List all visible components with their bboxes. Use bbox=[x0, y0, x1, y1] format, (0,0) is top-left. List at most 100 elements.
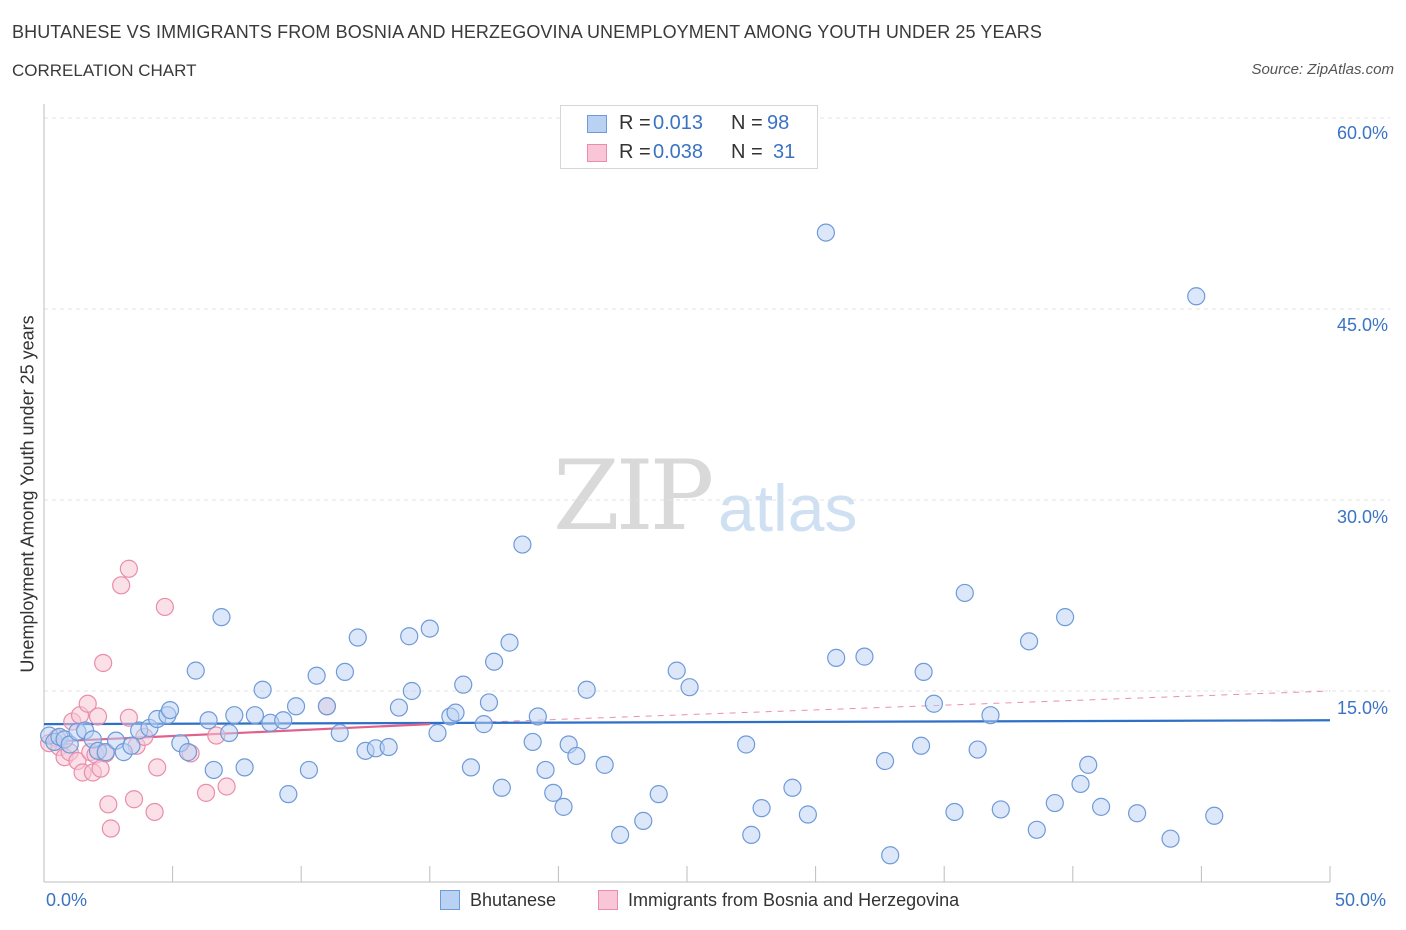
bhutanese-point bbox=[881, 846, 900, 865]
bhutanese-point bbox=[1091, 797, 1111, 816]
immigrants-point bbox=[101, 819, 120, 838]
grid-lines bbox=[44, 117, 1390, 692]
immigrants-point bbox=[124, 790, 144, 809]
bhutanese-point bbox=[279, 785, 298, 804]
legend-item-immigrants[interactable]: Immigrants from Bosnia and Herzegovina bbox=[598, 890, 959, 911]
bhutanese-point bbox=[299, 760, 319, 780]
bhutanese-point bbox=[536, 760, 555, 780]
series-bhutanese-points bbox=[40, 223, 1224, 865]
immigrants-swatch bbox=[587, 144, 607, 162]
bhutanese-point bbox=[667, 661, 686, 680]
immigrants-point bbox=[112, 576, 131, 595]
r-label: R = bbox=[619, 141, 651, 163]
r-value: 0.013 bbox=[653, 112, 704, 134]
watermark-atlas: atlas bbox=[718, 471, 858, 545]
bhutanese-point bbox=[544, 783, 563, 802]
bhutanese-point bbox=[225, 706, 244, 725]
bhutanese-point bbox=[317, 697, 337, 716]
bhutanese-point bbox=[402, 681, 421, 701]
bhutanese-point bbox=[186, 661, 205, 680]
bhutanese-point bbox=[212, 608, 231, 627]
immigrants-point bbox=[91, 759, 110, 778]
bhutanese-point bbox=[649, 785, 668, 804]
bhutanese-point bbox=[855, 647, 874, 666]
r-label: R = bbox=[619, 112, 651, 134]
bhutanese-legend-swatch bbox=[440, 890, 460, 910]
bhutanese-point bbox=[1027, 820, 1046, 839]
bhutanese-point bbox=[911, 736, 931, 755]
immigrants-point bbox=[155, 597, 174, 617]
bhutanese-point bbox=[798, 805, 817, 824]
immigrants-point bbox=[78, 694, 97, 713]
bhutanese-point bbox=[783, 778, 802, 797]
x-tick-label-max: 50.0% bbox=[1335, 890, 1387, 910]
immigrants-trend-extension bbox=[429, 690, 1331, 725]
bhutanese-point bbox=[330, 723, 349, 743]
bhutanese-point bbox=[1079, 755, 1098, 774]
bhutanese-point bbox=[945, 802, 964, 822]
r-value: 0.038 bbox=[653, 141, 704, 163]
bhutanese-point bbox=[454, 675, 473, 694]
bhutanese-point bbox=[827, 648, 846, 667]
watermark-zip: ZIP bbox=[553, 440, 714, 552]
n-label: N = bbox=[731, 141, 763, 163]
bhutanese-point bbox=[981, 706, 1000, 725]
bhutanese-point bbox=[577, 680, 596, 699]
bhutanese-point bbox=[554, 797, 573, 816]
bhutanese-point bbox=[513, 535, 532, 554]
legend-label: Immigrants from Bosnia and Herzegovina bbox=[628, 890, 960, 910]
bhutanese-point bbox=[400, 627, 419, 646]
bhutanese-point bbox=[875, 751, 895, 771]
bhutanese-point bbox=[1127, 804, 1147, 823]
immigrants-legend-swatch bbox=[598, 890, 618, 910]
bhutanese-point bbox=[428, 723, 447, 743]
bhutanese-point bbox=[1205, 806, 1224, 825]
bhutanese-point bbox=[955, 583, 974, 603]
bhutanese-point bbox=[253, 680, 272, 699]
bhutanese-point bbox=[991, 800, 1010, 819]
n-value: 31 bbox=[773, 141, 796, 163]
bhutanese-point bbox=[199, 711, 218, 730]
y-tick-label-30: 30.0% bbox=[1337, 507, 1389, 527]
bhutanese-point bbox=[479, 693, 499, 712]
immigrants-point bbox=[196, 783, 216, 802]
bhutanese-point bbox=[1161, 829, 1180, 848]
y-axis-label: Unemployment Among Youth under 25 years bbox=[17, 315, 38, 673]
bhutanese-point bbox=[160, 700, 180, 720]
bhutanese-point bbox=[611, 825, 630, 844]
bhutanese-point bbox=[474, 715, 493, 734]
bhutanese-point bbox=[485, 652, 504, 671]
bhutanese-point bbox=[595, 755, 614, 774]
immigrants-point bbox=[94, 653, 113, 673]
chart-subtitle: CORRELATION CHART bbox=[12, 61, 197, 80]
bhutanese-point bbox=[742, 825, 761, 844]
bhutanese-point bbox=[420, 619, 439, 638]
bhutanese-point bbox=[379, 737, 398, 757]
bhutanese-point bbox=[1071, 774, 1090, 794]
bhutanese-point bbox=[1055, 608, 1075, 627]
n-value: 98 bbox=[767, 112, 790, 134]
bhutanese-point bbox=[1045, 793, 1064, 813]
bhutanese-point bbox=[492, 778, 511, 797]
bhutanese-point bbox=[528, 707, 547, 726]
bhutanese-point bbox=[274, 711, 293, 730]
immigrants-point bbox=[217, 777, 236, 796]
immigrants-point bbox=[88, 707, 108, 726]
legend-item-bhutanese[interactable]: Bhutanese bbox=[440, 890, 556, 911]
immigrants-point bbox=[119, 708, 138, 727]
bhutanese-swatch bbox=[587, 115, 607, 133]
bhutanese-point bbox=[816, 223, 835, 242]
x-tick-label-min: 0.0% bbox=[46, 890, 88, 910]
stats-legend: R = 0.013 N = 98 R = 0.038 N = 31 bbox=[560, 105, 818, 169]
stats-row-immigrants: R = 0.038 N = 31 bbox=[561, 139, 817, 167]
immigrants-point bbox=[145, 802, 164, 822]
bhutanese-point bbox=[220, 723, 239, 743]
immigrants-point bbox=[119, 559, 138, 578]
bhutanese-point bbox=[389, 698, 409, 717]
axes bbox=[43, 104, 1331, 883]
immigrants-point bbox=[99, 795, 118, 814]
bhutanese-point bbox=[968, 740, 987, 759]
legend-label: Bhutanese bbox=[470, 890, 557, 910]
bhutanese-point bbox=[307, 666, 326, 685]
